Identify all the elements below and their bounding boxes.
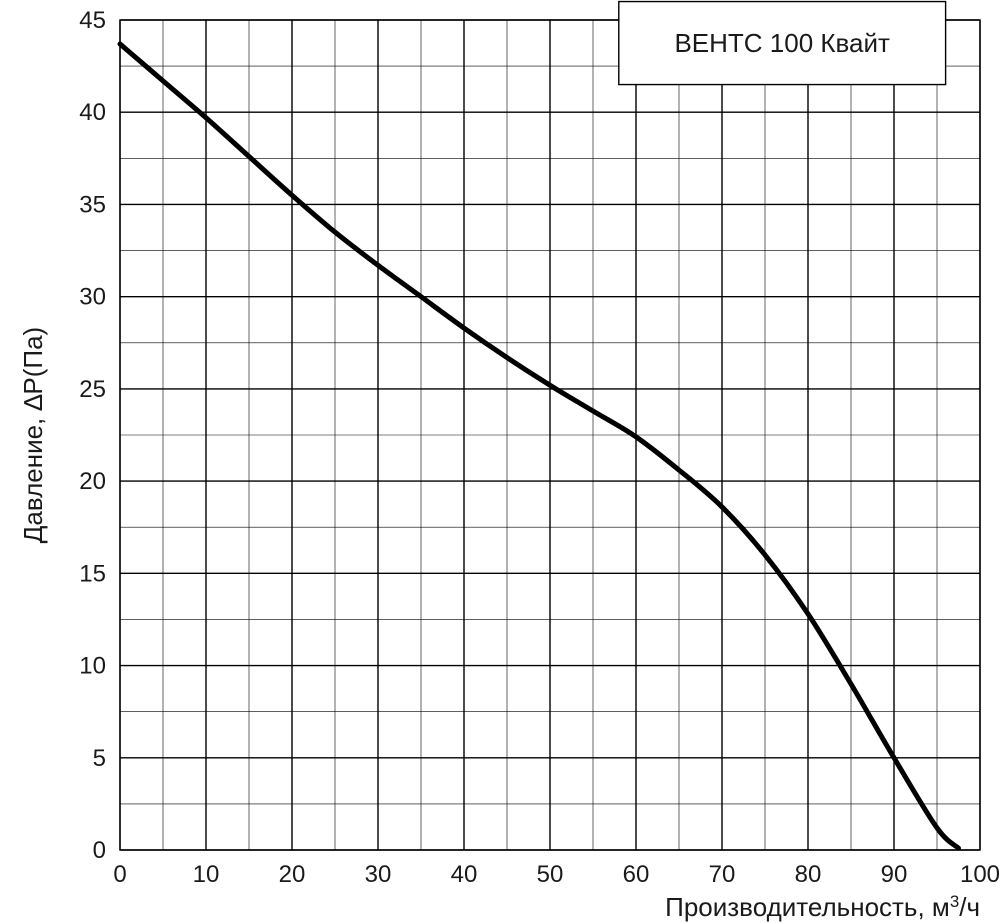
y-tick-label: 20 [79, 468, 106, 495]
y-tick-label: 35 [79, 191, 106, 218]
x-tick-label: 70 [709, 861, 736, 888]
y-tick-label: 5 [93, 745, 106, 772]
y-tick-label: 0 [93, 837, 106, 864]
x-tick-label: 40 [451, 861, 478, 888]
x-tick-label: 50 [537, 861, 564, 888]
legend-label: ВЕНТС 100 Квайт [674, 28, 890, 58]
x-tick-label: 90 [881, 861, 908, 888]
y-tick-label: 10 [79, 653, 106, 680]
chart-bg [0, 0, 1000, 923]
y-tick-label: 25 [79, 376, 106, 403]
y-tick-label: 30 [79, 284, 106, 311]
x-tick-label: 20 [279, 861, 306, 888]
y-axis-label: Давление, ∆Р(Па) [18, 327, 48, 543]
fan-curve-chart: 0 10 20 30 40 50 60 70 80 90 100 0 5 10 15 20 25 30 35 40 45… [0, 0, 1000, 923]
x-tick-label: 10 [193, 861, 220, 888]
x-tick-label: 100 [960, 861, 1000, 888]
y-tick-label: 15 [79, 560, 106, 587]
y-tick-label: 45 [79, 7, 106, 34]
x-tick-label: 80 [795, 861, 822, 888]
y-tick-label: 40 [79, 99, 106, 126]
x-tick-label: 60 [623, 861, 650, 888]
x-tick-label: 0 [113, 861, 126, 888]
x-tick-label: 30 [365, 861, 392, 888]
x-axis-label: Производительность, м3/ч [665, 892, 980, 923]
